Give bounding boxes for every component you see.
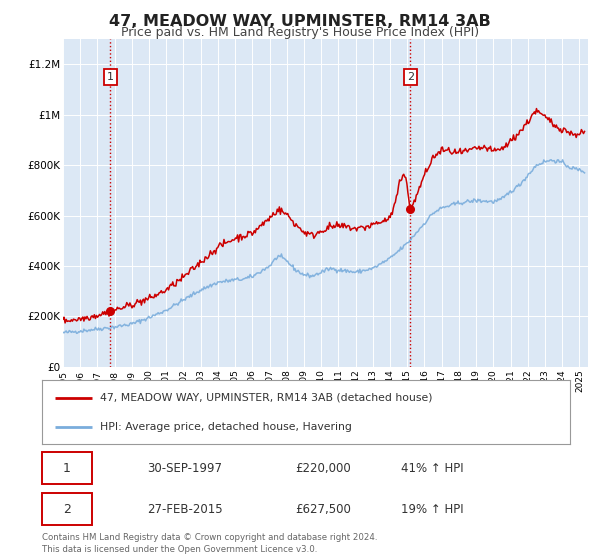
Text: 1: 1 xyxy=(107,72,114,82)
Text: Contains HM Land Registry data © Crown copyright and database right 2024.
This d: Contains HM Land Registry data © Crown c… xyxy=(42,533,377,554)
Text: 19% ↑ HPI: 19% ↑ HPI xyxy=(401,502,464,516)
FancyBboxPatch shape xyxy=(42,493,92,525)
Text: 27-FEB-2015: 27-FEB-2015 xyxy=(148,502,223,516)
FancyBboxPatch shape xyxy=(42,452,92,484)
Text: £627,500: £627,500 xyxy=(295,502,352,516)
Text: 2: 2 xyxy=(407,72,414,82)
Text: 47, MEADOW WAY, UPMINSTER, RM14 3AB (detached house): 47, MEADOW WAY, UPMINSTER, RM14 3AB (det… xyxy=(100,393,433,403)
Text: £220,000: £220,000 xyxy=(295,461,351,475)
Text: 47, MEADOW WAY, UPMINSTER, RM14 3AB: 47, MEADOW WAY, UPMINSTER, RM14 3AB xyxy=(109,14,491,29)
Text: 30-SEP-1997: 30-SEP-1997 xyxy=(148,461,223,475)
Text: Price paid vs. HM Land Registry's House Price Index (HPI): Price paid vs. HM Land Registry's House … xyxy=(121,26,479,39)
Text: 41% ↑ HPI: 41% ↑ HPI xyxy=(401,461,464,475)
Text: 2: 2 xyxy=(63,502,71,516)
Text: HPI: Average price, detached house, Havering: HPI: Average price, detached house, Have… xyxy=(100,422,352,432)
Text: 1: 1 xyxy=(63,461,71,475)
